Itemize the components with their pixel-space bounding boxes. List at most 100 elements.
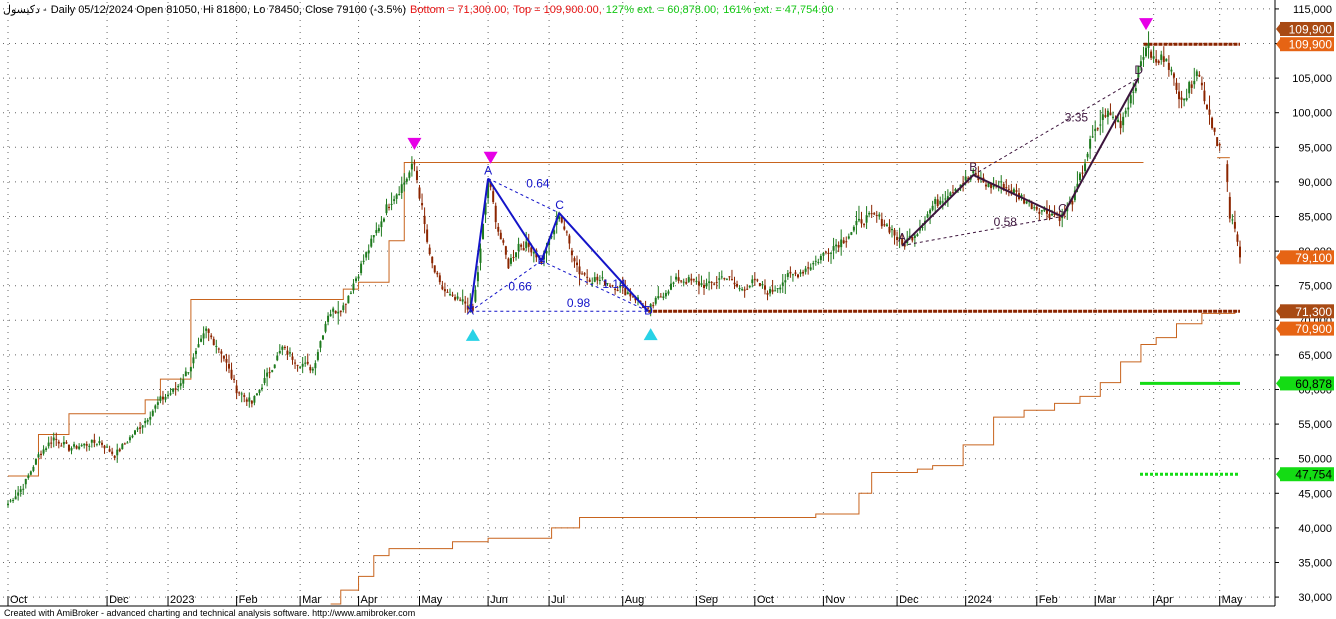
candle-body — [865, 215, 868, 223]
x-tick-label: 2024 — [968, 594, 992, 606]
candle-body — [492, 191, 495, 202]
y-tick-label: 35,000 — [1298, 557, 1332, 569]
candle-body — [1053, 213, 1056, 216]
candle-body — [349, 292, 352, 294]
candle-body — [863, 224, 866, 226]
candle-body — [164, 396, 167, 400]
candle-body — [545, 250, 548, 254]
candle-body — [240, 393, 243, 395]
candle-body — [172, 388, 175, 392]
price-badge-pointer — [1276, 306, 1280, 317]
footer-credit: Created with AmiBroker - advanced charti… — [4, 608, 415, 618]
price-badge — [1280, 304, 1334, 319]
header-bottom: Bottom = 71,300.00, — [410, 4, 509, 16]
candle-body — [558, 216, 561, 220]
candle-body — [703, 284, 706, 288]
candle-body — [139, 427, 142, 429]
candle-body — [951, 192, 954, 194]
candle-body — [212, 338, 215, 346]
candle-body — [7, 503, 9, 506]
candle-body — [479, 248, 482, 263]
candle-body — [400, 184, 403, 194]
header-ext127: 127% ext. = 60,878.00, — [606, 4, 719, 16]
candle-body — [319, 341, 322, 348]
p2-ratio-label: 3.35 — [1065, 111, 1089, 125]
candle-body — [1134, 88, 1137, 92]
candle-body — [784, 280, 787, 283]
candle-body — [210, 335, 213, 338]
candle-body — [1160, 54, 1163, 60]
candle-body — [946, 196, 949, 200]
candle-body — [723, 278, 726, 280]
candle-body — [502, 240, 505, 243]
candle-body — [918, 228, 921, 231]
candle-body — [1122, 116, 1125, 126]
candle-body — [588, 279, 591, 282]
candle-body — [609, 285, 612, 287]
candle-body — [563, 226, 566, 230]
candle-body — [108, 449, 111, 452]
candle-body — [1051, 213, 1054, 216]
candle-body — [62, 442, 65, 445]
candle-body — [1012, 189, 1015, 194]
candle-body — [299, 366, 302, 368]
candle-body — [464, 301, 467, 304]
candle-body — [576, 262, 579, 266]
candle-body — [631, 296, 634, 298]
candle-body — [926, 214, 929, 218]
price-badge-label: 47,754 — [1295, 468, 1332, 482]
candle-body — [395, 194, 398, 199]
y-tick-label: 100,000 — [1292, 108, 1332, 120]
candle-body — [1015, 190, 1018, 192]
p1-ratio-label: 0.66 — [508, 280, 532, 294]
candle-body — [850, 232, 853, 235]
candle-body — [42, 449, 45, 454]
candle-body — [421, 203, 424, 206]
candle-body — [550, 236, 553, 238]
candle-body — [156, 402, 159, 405]
x-tick-label: Feb — [1039, 594, 1058, 606]
price-badges: 109,900 109,900 79,100 71,300 70,900 60,878 47… — [1276, 21, 1334, 482]
x-tick-label: Jul — [551, 594, 565, 606]
candle-body — [1091, 136, 1094, 138]
candle-body — [45, 448, 48, 450]
candle-body — [730, 279, 733, 281]
candle-body — [845, 241, 848, 243]
candle-body — [75, 446, 78, 449]
candle-body — [1178, 91, 1181, 100]
candle-body — [9, 500, 12, 502]
candle-body — [202, 333, 205, 339]
candle-body — [504, 246, 507, 255]
harmonic-patterns: X A B C D 0.64 0.66 0.98 1.14 A B C D 3.35 0.58 — [466, 63, 1143, 317]
y-tick-label: 55,000 — [1298, 419, 1332, 431]
price-badge-label: 71,300 — [1295, 305, 1332, 319]
candle-body — [761, 284, 764, 286]
candle-body — [842, 240, 845, 244]
candle-body — [225, 358, 228, 363]
candle-body — [799, 272, 802, 274]
candle-body — [321, 335, 324, 340]
candle-body — [372, 235, 375, 238]
candle-body — [1152, 56, 1155, 59]
candle-body — [629, 292, 632, 297]
candle-body — [1190, 84, 1193, 88]
candle-body — [294, 362, 297, 364]
candle-body — [883, 224, 886, 226]
price-badge-label: 60,878 — [1295, 377, 1332, 391]
candle-body — [515, 252, 518, 258]
candle-body — [1205, 104, 1208, 109]
candle-body — [525, 241, 528, 249]
trailing-stop-upper — [8, 162, 1144, 477]
candle-body — [804, 268, 807, 272]
candle-body — [144, 420, 147, 424]
candle-body — [1119, 120, 1122, 129]
candle-body — [487, 179, 490, 199]
candle-body — [367, 250, 370, 254]
candle-body — [708, 281, 711, 284]
candle-body — [70, 448, 73, 451]
candle-body — [715, 281, 718, 283]
candle-body — [936, 199, 939, 206]
candle-body — [967, 177, 970, 179]
candle-body — [934, 199, 937, 204]
